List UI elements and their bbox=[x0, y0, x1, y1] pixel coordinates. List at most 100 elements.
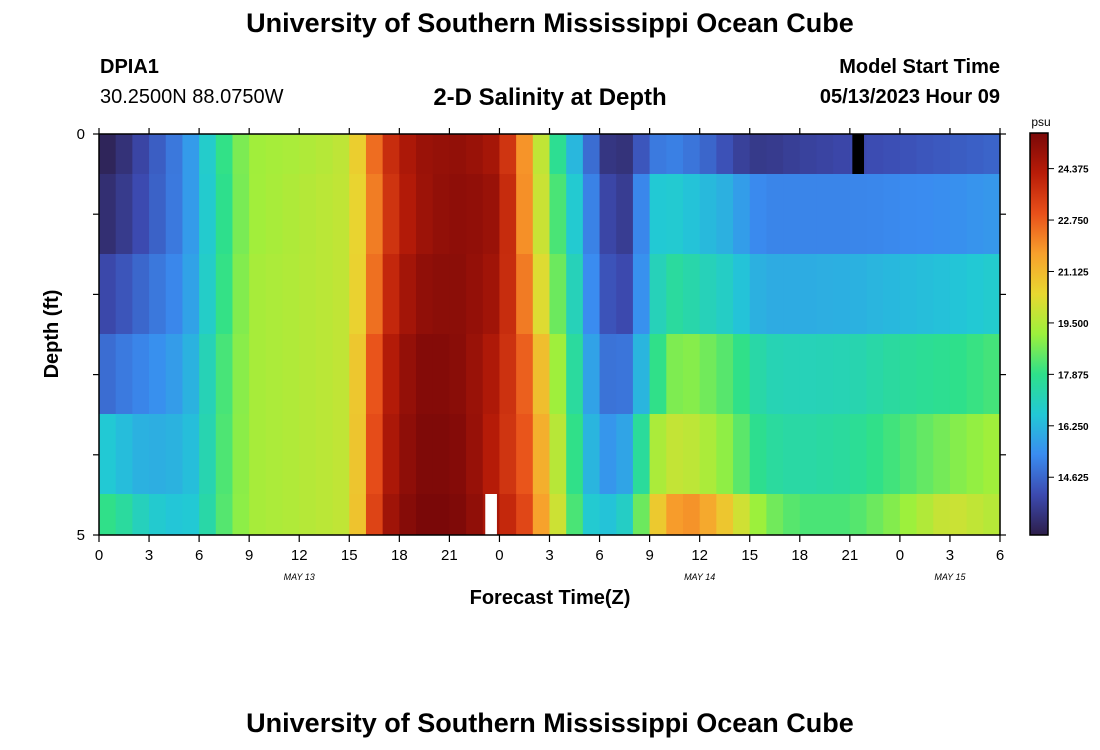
heatmap-cell bbox=[416, 414, 434, 494]
model-start-value: 05/13/2023 Hour 09 bbox=[819, 86, 1000, 108]
x-tick-label: 18 bbox=[391, 547, 408, 564]
heatmap-cell bbox=[599, 254, 617, 334]
heatmap-cell bbox=[249, 494, 267, 535]
heatmap-cell bbox=[916, 494, 934, 535]
heatmap-cell bbox=[349, 174, 367, 254]
heatmap-cell bbox=[232, 134, 250, 174]
heatmap-cell bbox=[215, 334, 234, 414]
heatmap-cell bbox=[966, 334, 984, 414]
heatmap-cell bbox=[449, 174, 467, 254]
x-tick-label: 15 bbox=[741, 547, 758, 564]
heatmap-cell bbox=[132, 174, 150, 254]
heatmap-cell bbox=[749, 254, 768, 334]
heatmap-cell bbox=[866, 414, 884, 494]
heatmap-cell bbox=[616, 334, 634, 414]
heatmap-cell bbox=[349, 494, 367, 535]
heatmap-cell bbox=[966, 494, 984, 535]
heatmap-cell bbox=[532, 254, 551, 334]
heatmap-cell bbox=[265, 254, 284, 334]
heatmap-cell bbox=[182, 134, 200, 174]
heatmap-cell bbox=[799, 494, 818, 535]
station-coordinates: 30.2500N 88.0750W bbox=[100, 86, 284, 108]
heatmap-cell bbox=[382, 494, 400, 535]
heatmap-cell bbox=[949, 254, 968, 334]
heatmap-cell bbox=[482, 414, 501, 494]
heatmap-cell bbox=[99, 174, 117, 254]
heatmap-cell bbox=[365, 254, 384, 334]
heatmap-cell bbox=[399, 414, 417, 494]
model-start-label: Model Start Time bbox=[839, 56, 1000, 78]
heatmap-cell bbox=[666, 254, 684, 334]
heatmap-cell bbox=[566, 174, 584, 254]
heatmap-cell bbox=[566, 414, 584, 494]
x-tick-label: 0 bbox=[95, 547, 103, 564]
heatmap-cell bbox=[649, 414, 667, 494]
heatmap-cell bbox=[349, 254, 367, 334]
heatmap-cell bbox=[549, 494, 567, 535]
heatmap-cell bbox=[866, 334, 884, 414]
heatmap-cell bbox=[399, 254, 417, 334]
colorbar-tick-label: 19.500 bbox=[1058, 319, 1089, 330]
heatmap-cell bbox=[849, 174, 868, 254]
date-label: MAY 15 bbox=[934, 572, 966, 582]
heatmap-cell bbox=[99, 134, 117, 174]
heatmap-cell bbox=[582, 174, 601, 254]
heatmap-cell bbox=[466, 334, 484, 414]
y-tick-label: 5 bbox=[77, 527, 85, 544]
heatmap-cell bbox=[649, 134, 667, 174]
heatmap-cell bbox=[933, 174, 951, 254]
x-tick-label: 12 bbox=[691, 547, 708, 564]
heatmap-cell bbox=[933, 334, 951, 414]
heatmap-cell bbox=[215, 414, 234, 494]
heatmap-cell bbox=[983, 134, 1001, 174]
heatmap-cell bbox=[132, 414, 150, 494]
heatmap-cell bbox=[716, 334, 734, 414]
y-axis-label: Depth (ft) bbox=[41, 290, 63, 379]
heatmap-cell bbox=[733, 494, 751, 535]
heatmap-cell bbox=[332, 174, 350, 254]
heatmap-cell bbox=[482, 134, 501, 174]
heatmap-cell bbox=[315, 334, 334, 414]
heatmap-cell bbox=[699, 174, 717, 254]
heatmap-cell bbox=[449, 254, 467, 334]
heatmap-cell bbox=[599, 174, 617, 254]
heatmap-cell bbox=[149, 414, 167, 494]
x-tick-label: 3 bbox=[946, 547, 954, 564]
heatmap-cell bbox=[949, 174, 968, 254]
heatmap-cell bbox=[282, 174, 300, 254]
heatmap-cell bbox=[632, 494, 651, 535]
heatmap-cell bbox=[365, 334, 384, 414]
heatmap-cell bbox=[249, 334, 267, 414]
heatmap-cell bbox=[149, 334, 167, 414]
heatmap-cell bbox=[115, 494, 133, 535]
heatmap-cell bbox=[966, 174, 984, 254]
heatmap-cell bbox=[416, 254, 434, 334]
heatmap-cell bbox=[549, 254, 567, 334]
colorbar-tick-label: 14.625 bbox=[1058, 473, 1089, 484]
heatmap-cell bbox=[249, 134, 267, 174]
heatmap-cell bbox=[499, 174, 517, 254]
heatmap-cell bbox=[416, 334, 434, 414]
heatmap-cell bbox=[282, 414, 300, 494]
heatmap-cell bbox=[749, 174, 768, 254]
heatmap-cell bbox=[766, 494, 784, 535]
heatmap-cell bbox=[332, 334, 350, 414]
heatmap-cell bbox=[966, 254, 984, 334]
heatmap-cell bbox=[315, 494, 334, 535]
heatmap-cell bbox=[716, 254, 734, 334]
heatmap-cell bbox=[899, 494, 918, 535]
heatmap-cell bbox=[516, 254, 534, 334]
heatmap-cell bbox=[432, 254, 450, 334]
heatmap-cell bbox=[716, 174, 734, 254]
heatmap-cell bbox=[649, 174, 667, 254]
heatmap-cell bbox=[866, 494, 884, 535]
station-id: DPIA1 bbox=[100, 56, 159, 78]
heatmap-cell bbox=[399, 494, 417, 535]
heatmap-cell bbox=[833, 174, 851, 254]
heatmap-cell bbox=[783, 174, 801, 254]
heatmap-cell bbox=[215, 254, 234, 334]
heatmap-cell bbox=[149, 494, 167, 535]
heatmap-cell bbox=[666, 414, 684, 494]
heatmap-cell bbox=[182, 414, 200, 494]
heatmap-cell bbox=[282, 134, 300, 174]
